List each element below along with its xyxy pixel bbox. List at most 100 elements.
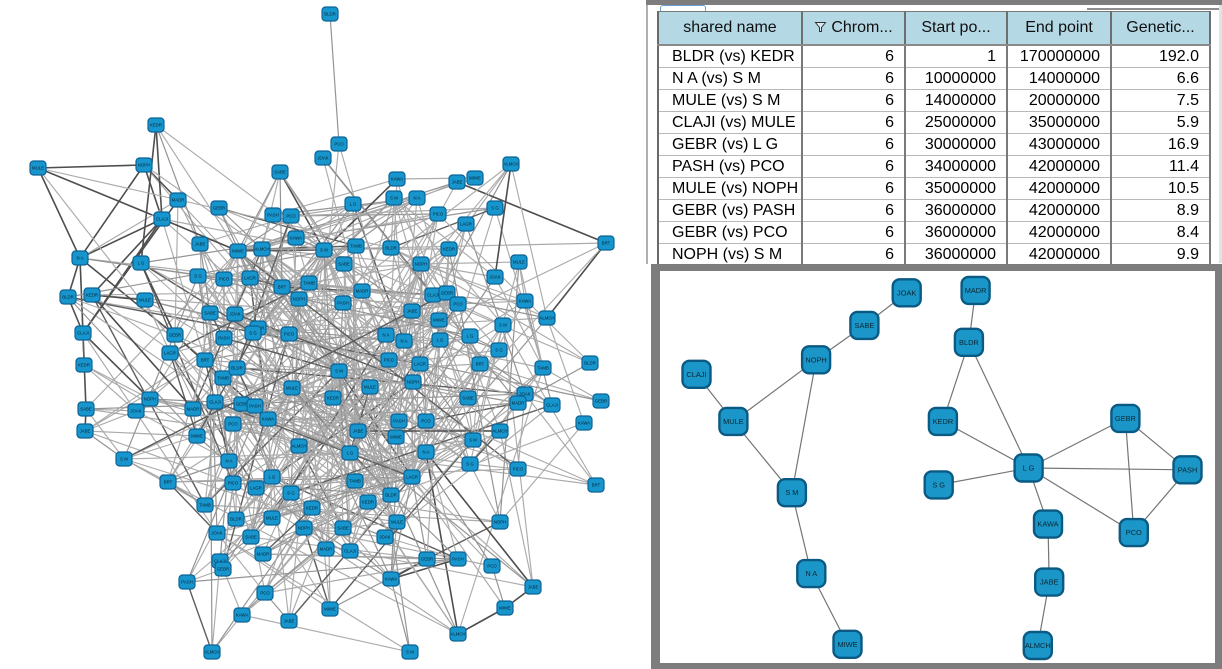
- svg-text:KEDR: KEDR: [327, 396, 339, 401]
- svg-text:MIWE: MIWE: [837, 640, 857, 649]
- svg-text:NOPH: NOPH: [415, 262, 427, 267]
- svg-text:CLAJI: CLAJI: [209, 400, 221, 405]
- svg-text:L G: L G: [138, 261, 145, 266]
- svg-text:S M: S M: [335, 369, 343, 374]
- svg-text:CLAJI: CLAJI: [214, 559, 226, 564]
- svg-text:JOAK: JOAK: [519, 392, 530, 397]
- svg-text:JABE: JABE: [195, 242, 206, 247]
- svg-text:S M: S M: [320, 248, 328, 253]
- svg-text:MADR: MADR: [512, 401, 525, 406]
- svg-text:ALMCH: ALMCH: [503, 162, 518, 167]
- svg-text:BLDR: BLDR: [385, 493, 396, 498]
- svg-text:LAGR: LAGR: [414, 362, 426, 367]
- svg-text:ALMCH: ALMCH: [254, 247, 269, 252]
- svg-text:S M: S M: [406, 650, 414, 655]
- svg-text:PASH: PASH: [452, 557, 463, 562]
- svg-text:TAMB: TAMB: [199, 503, 211, 508]
- svg-text:S M: S M: [469, 438, 477, 443]
- svg-text:BRT: BRT: [201, 358, 210, 363]
- svg-text:PASH: PASH: [267, 213, 278, 218]
- svg-text:BLDR: BLDR: [231, 366, 242, 371]
- svg-text:PASH: PASH: [337, 301, 348, 306]
- svg-text:KAWA: KAWA: [1037, 520, 1058, 529]
- svg-text:BLDR: BLDR: [959, 338, 979, 347]
- svg-text:NOPH: NOPH: [494, 520, 506, 525]
- svg-text:PICO: PICO: [219, 277, 230, 282]
- svg-text:CLAJI: CLAJI: [686, 370, 706, 379]
- svg-text:KAWA: KAWA: [578, 421, 590, 426]
- svg-text:GEBR: GEBR: [213, 206, 225, 211]
- svg-text:MULE: MULE: [391, 520, 403, 525]
- svg-text:KAWA: KAWA: [236, 613, 248, 618]
- svg-text:NOPH: NOPH: [144, 397, 156, 402]
- svg-text:KAWA: KAWA: [290, 236, 302, 241]
- svg-text:L G: L G: [467, 334, 474, 339]
- svg-text:NOPH: NOPH: [138, 163, 150, 168]
- svg-text:LAGR: LAGR: [244, 276, 256, 281]
- svg-text:JOAK: JOAK: [317, 156, 328, 161]
- svg-text:KAWA: KAWA: [385, 577, 397, 582]
- svg-text:S M: S M: [499, 323, 507, 328]
- svg-text:S G: S G: [194, 274, 202, 279]
- svg-text:ALMCH: ALMCH: [450, 632, 465, 637]
- svg-text:GEBR: GEBR: [1115, 414, 1136, 423]
- svg-text:MIWE: MIWE: [191, 434, 203, 439]
- svg-text:BLDR: BLDR: [230, 517, 241, 522]
- svg-text:MULE: MULE: [139, 298, 151, 303]
- svg-text:JABE: JABE: [452, 180, 463, 185]
- svg-text:GEBR: GEBR: [595, 399, 607, 404]
- svg-text:CLAJI: CLAJI: [156, 217, 168, 222]
- svg-text:BRT: BRT: [164, 480, 173, 485]
- svg-text:JABE: JABE: [284, 619, 295, 624]
- svg-text:JOAK: JOAK: [130, 409, 141, 414]
- svg-text:BRT: BRT: [278, 285, 287, 290]
- svg-text:N A: N A: [414, 196, 421, 201]
- svg-text:PICO: PICO: [433, 212, 444, 217]
- svg-text:CLAJI: CLAJI: [344, 549, 356, 554]
- svg-text:JABE: JABE: [80, 429, 91, 434]
- svg-text:PCO: PCO: [286, 214, 296, 219]
- svg-text:TAMB: TAMB: [303, 281, 315, 286]
- svg-text:PCO: PCO: [334, 142, 344, 147]
- svg-text:TAMB: TAMB: [537, 366, 549, 371]
- svg-text:GEBR: GEBR: [236, 402, 248, 407]
- svg-text:MADR: MADR: [172, 198, 185, 203]
- svg-text:MADR: MADR: [965, 286, 987, 295]
- svg-text:PCO: PCO: [421, 419, 431, 424]
- svg-text:GEBR: GEBR: [169, 333, 181, 338]
- svg-text:L G: L G: [269, 475, 276, 480]
- svg-text:BRT: BRT: [602, 241, 611, 246]
- svg-text:S G: S G: [495, 348, 503, 353]
- svg-text:KAWA: KAWA: [391, 177, 403, 182]
- svg-text:MIWE: MIWE: [390, 435, 402, 440]
- svg-text:SABE: SABE: [80, 407, 92, 412]
- svg-text:CLAJI: CLAJI: [427, 293, 439, 298]
- svg-text:KEDR: KEDR: [150, 123, 162, 128]
- svg-text:SABE: SABE: [855, 321, 875, 330]
- svg-text:MULE: MULE: [286, 386, 298, 391]
- svg-text:PCO: PCO: [1126, 528, 1142, 537]
- svg-text:BRT: BRT: [476, 362, 485, 367]
- svg-text:KAWA: KAWA: [519, 299, 531, 304]
- svg-text:PCO: PCO: [487, 564, 497, 569]
- svg-text:JOAK: JOAK: [229, 312, 240, 317]
- svg-text:KEDR: KEDR: [362, 500, 374, 505]
- svg-text:MIWE: MIWE: [433, 318, 445, 323]
- svg-text:NOPH: NOPH: [407, 380, 419, 385]
- svg-text:MULE: MULE: [723, 417, 744, 426]
- svg-text:JOAK: JOAK: [897, 288, 916, 297]
- svg-text:BLDR: BLDR: [62, 295, 73, 300]
- svg-text:MIWE: MIWE: [469, 176, 481, 181]
- svg-text:KEDR: KEDR: [443, 247, 455, 252]
- svg-text:PCO: PCO: [453, 302, 463, 307]
- svg-text:LAGR: LAGR: [406, 475, 418, 480]
- svg-text:PASH: PASH: [393, 419, 404, 424]
- svg-text:KAWA: KAWA: [262, 417, 274, 422]
- svg-text:JOAK: JOAK: [211, 531, 222, 536]
- svg-text:SABE: SABE: [337, 526, 349, 531]
- svg-text:TAMB: TAMB: [217, 376, 229, 381]
- svg-text:GEBR: GEBR: [217, 567, 229, 572]
- svg-text:KEDR: KEDR: [933, 417, 954, 426]
- svg-text:N A: N A: [77, 256, 84, 261]
- svg-text:ALMCH: ALMCH: [291, 444, 306, 449]
